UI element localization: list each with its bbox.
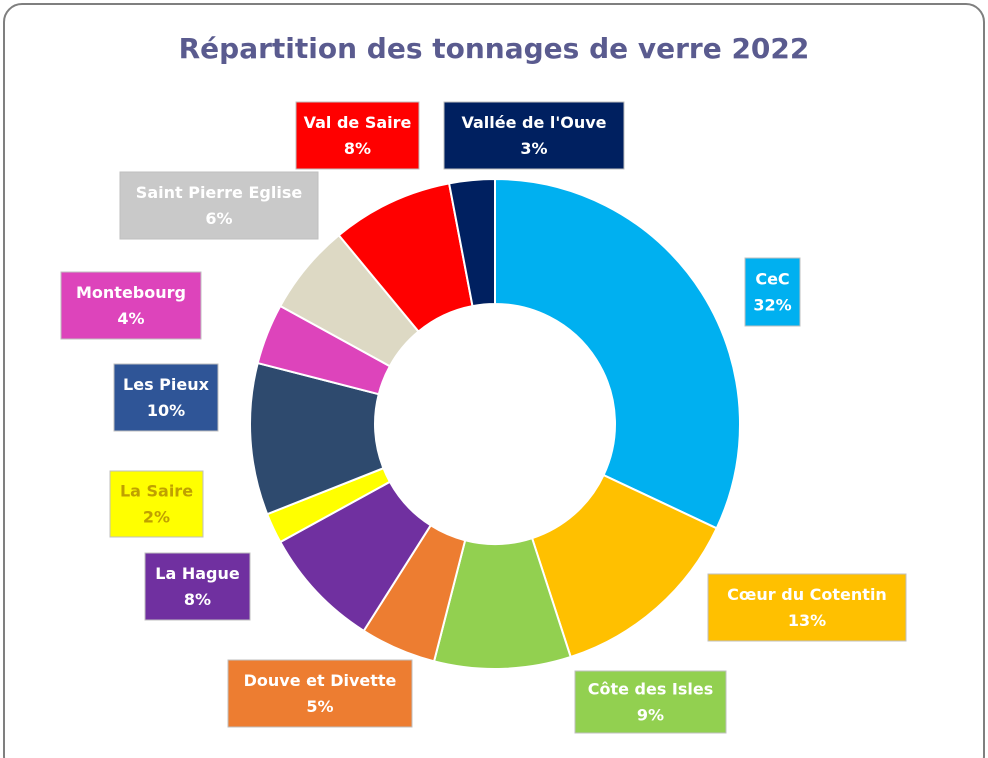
slice-label: Saint Pierre Eglise (136, 183, 303, 202)
slice-label: La Saire (120, 482, 193, 501)
label-box (119, 171, 319, 240)
value-label: 8% (344, 139, 371, 158)
slice-label: Montebourg (76, 283, 186, 302)
value-label: 13% (788, 611, 826, 630)
slice-label: Côte des Isles (588, 680, 714, 699)
value-label: 2% (143, 508, 170, 527)
value-label: 3% (520, 139, 547, 158)
label-box (109, 470, 204, 538)
donut-slice (494, 177, 741, 530)
label-box (144, 552, 251, 621)
value-label: 10% (147, 401, 185, 420)
label-box (295, 101, 420, 170)
label-box (707, 573, 907, 642)
label-box (443, 101, 625, 170)
donut-slice (530, 473, 719, 659)
slice-label: Les Pieux (123, 375, 210, 394)
chart-title: Répartition des tonnages de verre 2022 (179, 32, 810, 65)
slice-label: Vallée de l'Ouve (461, 113, 606, 132)
value-label: 4% (117, 309, 144, 328)
label-box (60, 271, 202, 340)
value-label: 9% (637, 706, 664, 725)
value-label: 5% (306, 697, 333, 716)
label-box (227, 659, 413, 728)
label-box (113, 363, 219, 432)
slice-label: Douve et Divette (244, 671, 397, 690)
value-label: 6% (205, 209, 232, 228)
slice-label: CeC (755, 270, 789, 289)
value-label: 32% (753, 296, 791, 315)
label-box (574, 670, 727, 734)
slice-label: Val de Saire (304, 113, 412, 132)
slice-label: La Hague (155, 564, 240, 583)
donut-slice (447, 177, 496, 308)
label-box (744, 257, 801, 327)
value-label: 8% (184, 590, 211, 609)
slice-label: Cœur du Cotentin (727, 585, 887, 604)
